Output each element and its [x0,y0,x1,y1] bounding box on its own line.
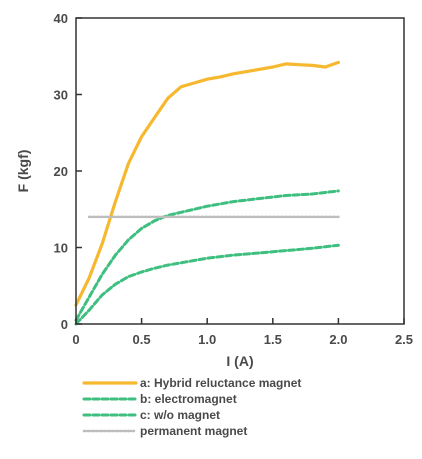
y-tick-label: 10 [54,241,68,256]
legend-label-3: c: w/o magnet [140,408,220,422]
legend-label-2: b: electromagnet [140,392,237,406]
y-axis-label: F (kgf) [15,150,31,193]
series-line-3 [74,243,340,326]
y-tick-label: 20 [54,164,68,179]
x-tick-label: 2.0 [329,332,347,347]
legend-label-1: a: Hybrid reluctance magnet [140,376,301,390]
y-tick-label: 0 [61,317,68,332]
legend-label-4: permanent magnet [140,424,247,438]
y-tick-label: 40 [54,11,68,26]
x-tick-label: 1.0 [198,332,216,347]
x-tick-label: 0.5 [133,332,151,347]
plot-area [74,60,340,326]
series-line-1 [74,60,340,307]
x-axis-label: I (A) [226,353,253,369]
x-tick-label: 0 [72,332,79,347]
legend: a: Hybrid reluctance magnet b: electromag… [82,376,301,438]
x-tick-label: 1.5 [264,332,282,347]
axes: 0 0.5 1.0 1.5 2.0 2.5 0 10 20 30 40 I (A) F (kgf) [15,11,413,369]
y-tick-label: 30 [54,88,68,103]
x-tick-label: 2.5 [395,332,413,347]
series-line-2 [74,189,340,322]
